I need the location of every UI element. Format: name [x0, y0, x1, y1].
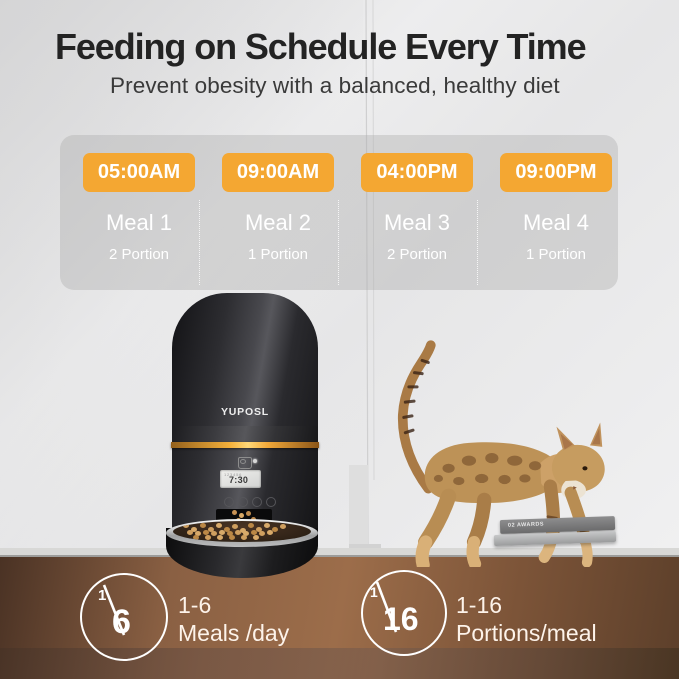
svg-text:1: 1 [370, 584, 378, 600]
svg-text:16: 16 [383, 601, 419, 637]
svg-text:6: 6 [112, 603, 131, 641]
